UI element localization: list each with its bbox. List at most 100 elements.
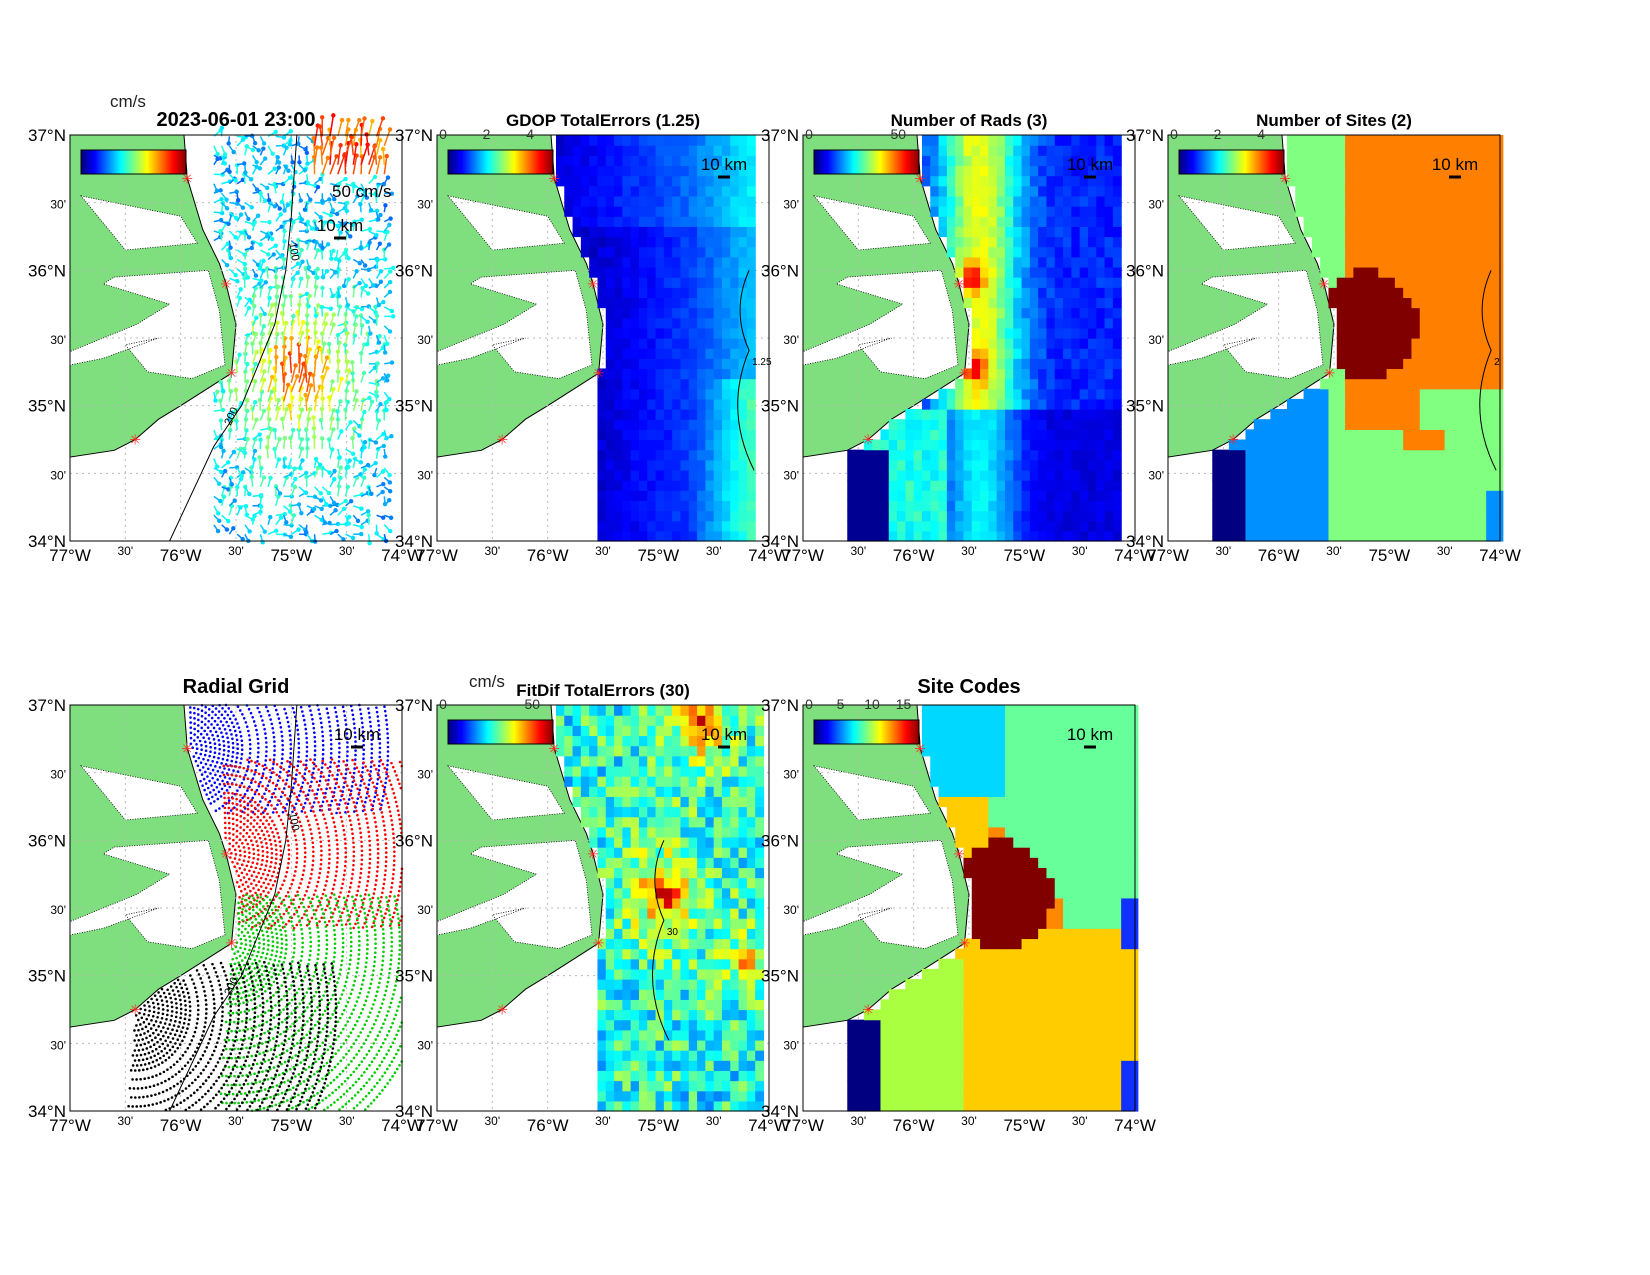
- data-cell: [980, 266, 989, 278]
- data-cell: [1087, 409, 1097, 420]
- data-cell: [1046, 226, 1056, 238]
- data-cell: [963, 439, 973, 451]
- data-cell: [1004, 195, 1014, 207]
- data-cell: [963, 409, 973, 420]
- data-cell: [1262, 500, 1271, 512]
- data-cell: [638, 388, 648, 400]
- data-cell: [680, 145, 690, 156]
- data-cell: [1353, 246, 1363, 258]
- data-cell: [1461, 500, 1471, 512]
- data-cell: [663, 338, 673, 349]
- vector-head: [387, 480, 393, 485]
- data-cell: [930, 500, 940, 512]
- data-cell: [855, 490, 865, 501]
- data-cell: [1063, 246, 1072, 258]
- data-cell: [730, 338, 740, 349]
- vector-head: [282, 435, 288, 441]
- data-cell: [1112, 307, 1122, 319]
- data-cell: [672, 348, 682, 359]
- data-cell: [688, 317, 698, 329]
- data-cell: [1079, 135, 1089, 146]
- data-cell: [1320, 175, 1330, 187]
- data-cell: [1063, 175, 1072, 187]
- data-cell: [1046, 236, 1056, 248]
- data-cell: [1394, 520, 1404, 532]
- data-cell: [1403, 459, 1413, 471]
- current-vector: [313, 341, 320, 355]
- data-cell: [721, 358, 731, 370]
- data-cell: [1345, 216, 1354, 227]
- data-cell: [930, 175, 940, 187]
- data-cell: [1096, 358, 1106, 370]
- data-cell: [938, 185, 948, 197]
- vector-head: [272, 427, 278, 433]
- current-vector: [344, 129, 350, 146]
- data-cell: [1104, 348, 1114, 359]
- data-cell: [655, 530, 665, 542]
- data-cell: [1336, 348, 1346, 359]
- data-cell: [1428, 439, 1437, 451]
- data-cell: [1336, 449, 1346, 461]
- data-cell: [1394, 195, 1404, 207]
- data-cell: [746, 287, 756, 298]
- data-cell: [1486, 307, 1496, 319]
- data-cell: [1112, 348, 1122, 359]
- data-cell: [1021, 287, 1031, 298]
- data-cell: [721, 469, 731, 481]
- vector-head: [252, 379, 258, 384]
- data-cell: [730, 327, 740, 339]
- vector-head: [322, 520, 327, 525]
- data-cell: [1386, 338, 1396, 349]
- data-cell: [946, 185, 956, 197]
- vector-head: [318, 462, 323, 468]
- data-cell: [1328, 409, 1338, 420]
- vector-head: [318, 491, 324, 496]
- data-cell: [955, 388, 965, 400]
- vector-head: [237, 295, 243, 301]
- data-cell: [1428, 358, 1437, 370]
- data-cell: [638, 530, 648, 542]
- data-cell: [1345, 236, 1354, 248]
- vector-head: [359, 531, 364, 537]
- data-cell: [971, 327, 981, 339]
- data-cell: [730, 206, 740, 217]
- vector-head: [331, 500, 337, 506]
- data-cell: [971, 145, 981, 156]
- data-cell: [1436, 419, 1446, 430]
- vector-head: [257, 432, 262, 437]
- data-cell: [1295, 439, 1305, 451]
- data-cell: [1112, 429, 1122, 441]
- data-cell: [1394, 510, 1404, 522]
- vector-head: [318, 498, 324, 503]
- data-cell: [688, 226, 698, 238]
- data-cell: [980, 216, 989, 227]
- data-cell: [1436, 175, 1446, 187]
- data-cell: [655, 287, 665, 298]
- data-cell: [1253, 500, 1263, 512]
- data-cell: [1436, 195, 1446, 207]
- data-cell: [1444, 338, 1454, 349]
- data-cell: [913, 439, 923, 451]
- data-cell: [1029, 155, 1039, 167]
- data-cell: [705, 409, 715, 420]
- current-vector: [306, 349, 311, 364]
- data-cell: [655, 500, 665, 512]
- data-cell: [1461, 317, 1471, 329]
- data-cell: [614, 338, 623, 349]
- data-cell: [1369, 469, 1379, 481]
- vector-head: [376, 340, 382, 345]
- data-cell: [663, 520, 673, 532]
- data-cell: [980, 155, 989, 167]
- data-cell: [988, 459, 998, 471]
- data-cell: [1295, 429, 1305, 441]
- data-cell: [605, 348, 615, 359]
- data-cell: [955, 469, 965, 481]
- data-cell: [721, 206, 731, 217]
- data-cell: [638, 500, 648, 512]
- data-cell: [847, 469, 857, 481]
- data-cell: [688, 388, 698, 400]
- data-cell: [1394, 155, 1404, 167]
- data-cell: [1013, 510, 1023, 522]
- vector-head: [317, 124, 323, 129]
- data-cell: [1311, 165, 1321, 177]
